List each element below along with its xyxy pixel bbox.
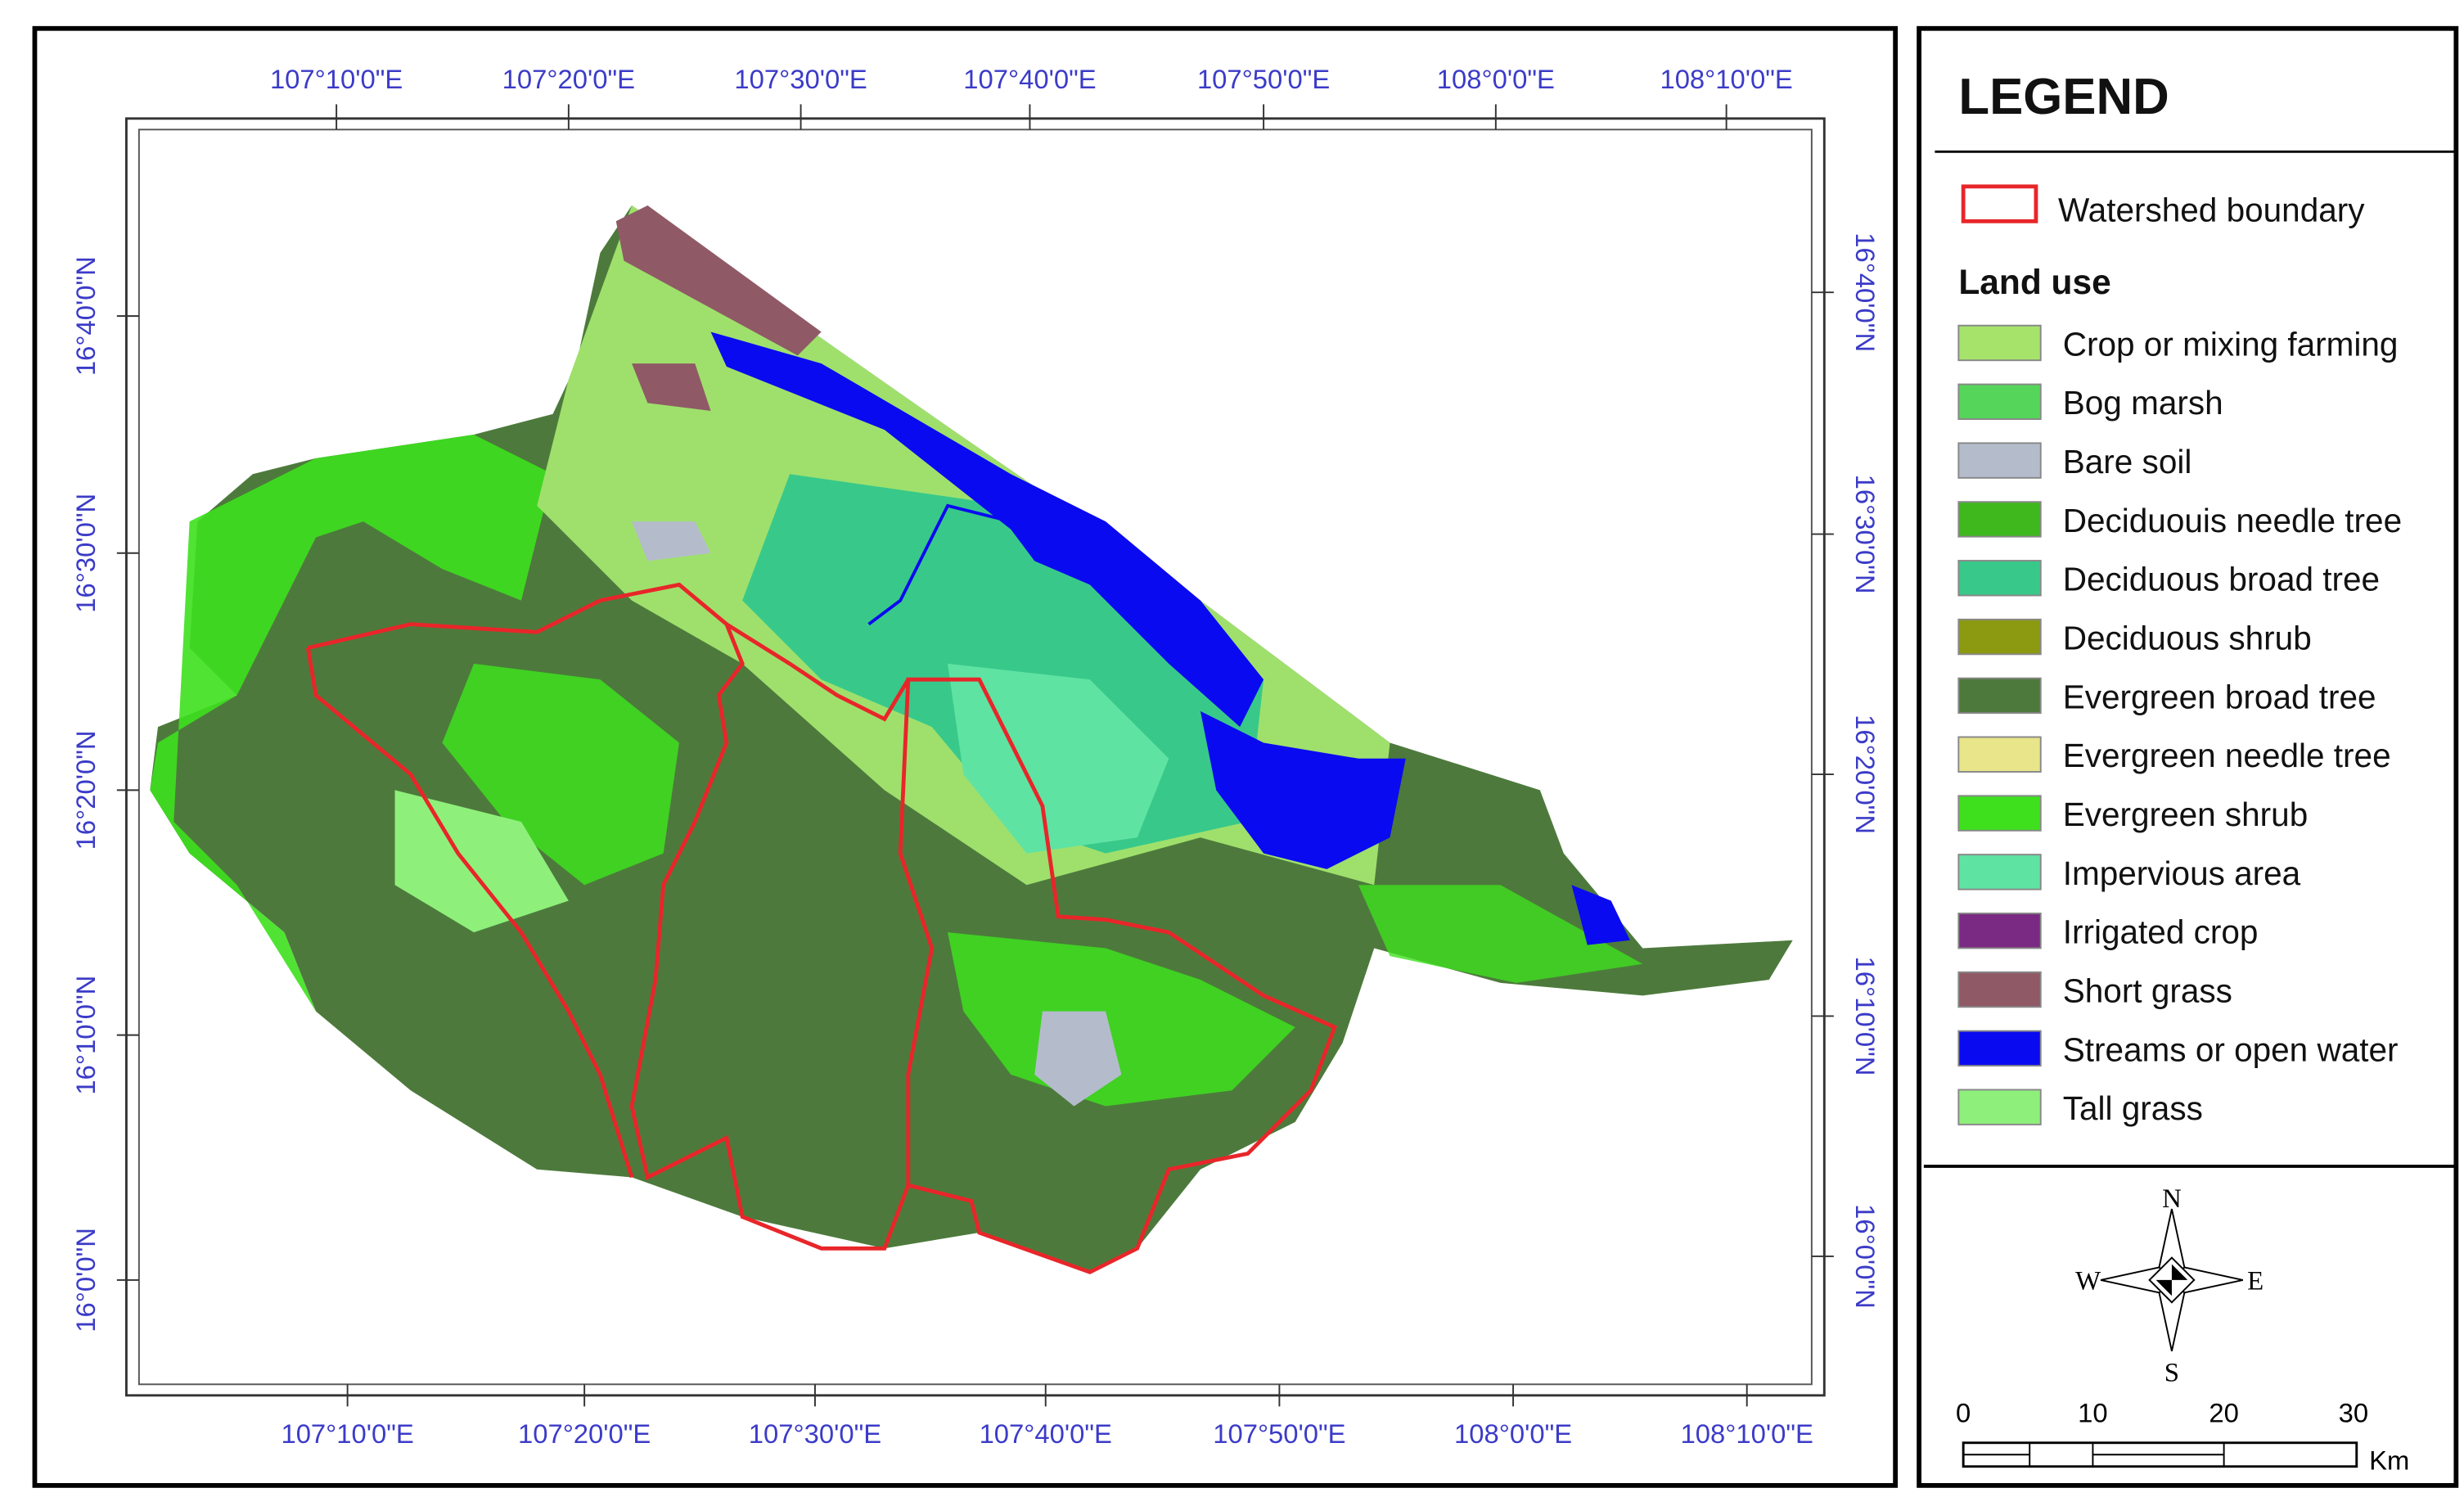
lon-label: 108°0'0"E	[1437, 64, 1555, 94]
scale-unit: Km	[2369, 1445, 2409, 1476]
region-shrub	[442, 663, 679, 886]
legend-swatch	[1957, 971, 2042, 1008]
lon-label: 107°50'0"E	[1213, 1418, 1345, 1449]
legend-swatch	[1957, 560, 2042, 597]
lat-label: 16°20'0"N	[70, 730, 101, 850]
legend-label: Evergreen needle tree	[2063, 737, 2391, 774]
legend-swatch	[1957, 324, 2042, 362]
watershed-boundary	[725, 622, 910, 722]
region-water	[1200, 710, 1406, 869]
region-short-grass	[632, 363, 711, 411]
region-water	[1571, 885, 1630, 945]
legend-title: LEGEND	[1958, 69, 2169, 125]
lat-label: 16°10'0"N	[70, 976, 101, 1095]
lon-label: 107°50'0"E	[1197, 64, 1330, 94]
region-short-grass	[615, 205, 822, 356]
region-bare	[632, 521, 711, 561]
legend-label: Watershed boundary	[2058, 191, 2365, 228]
legend-label: Bare soil	[2063, 443, 2192, 480]
legend-swatch	[1957, 618, 2042, 656]
compass-e: E	[2247, 1266, 2264, 1296]
legend-swatch	[1957, 1030, 2042, 1067]
lat-label: 16°40'0"N	[70, 256, 101, 376]
scale-label: 20	[2209, 1398, 2238, 1428]
legend-label: Crop or mixing farming	[2063, 325, 2399, 363]
region-impervious	[948, 663, 1169, 854]
scale-bar: Km 0 10 20 30	[1956, 1398, 2409, 1476]
lon-label: 108°10'0"E	[1681, 1418, 1813, 1449]
neatline	[124, 117, 1826, 1397]
legend-label: Impervious area	[2063, 854, 2301, 892]
compass-n: N	[2162, 1184, 2182, 1214]
legend-label: Evergreen broad tree	[2063, 678, 2376, 715]
land-area	[150, 205, 1793, 1274]
lat-label: 16°40'0"N	[1850, 232, 1881, 352]
lat-label: 16°20'0"N	[1850, 715, 1881, 834]
legend-label: Deciduous broad tree	[2063, 561, 2380, 598]
region-shrub	[150, 434, 553, 1012]
river	[867, 503, 1011, 626]
legend-label: Bog marsh	[2063, 384, 2223, 422]
lon-label: 107°20'0"E	[502, 64, 635, 94]
map-frame	[32, 25, 1899, 1488]
lon-label: 107°10'0"E	[281, 1418, 413, 1449]
scale-label: 0	[1956, 1398, 1971, 1428]
legend-section-title: Land use	[1958, 263, 2110, 301]
legend-label: Tall grass	[2063, 1089, 2203, 1127]
legend-swatch	[1957, 383, 2042, 420]
legend-label: Deciduouis needle tree	[2063, 502, 2402, 539]
region-tall-grass	[394, 790, 569, 933]
legend-swatch	[1957, 442, 2042, 479]
region-water	[710, 331, 1264, 728]
lon-label: 107°20'0"E	[518, 1418, 651, 1449]
lon-label: 107°30'0"E	[734, 64, 867, 94]
lat-label: 16°30'0"N	[1850, 475, 1881, 594]
compass-s: S	[2164, 1358, 2179, 1387]
legend-label: Short grass	[2063, 972, 2232, 1009]
lon-label: 107°30'0"E	[749, 1418, 881, 1449]
legend-swatch	[1957, 1089, 2042, 1125]
lat-label: 16°10'0"N	[1850, 957, 1881, 1076]
legend-swatch	[1957, 795, 2042, 832]
scale-label: 10	[2078, 1398, 2107, 1428]
watershed-boundary	[307, 582, 1338, 1274]
legend-label: Streams or open water	[2063, 1030, 2399, 1068]
region-shrub	[948, 932, 1295, 1107]
region-shrub	[1358, 885, 1643, 983]
legend-label: Irrigated crop	[2063, 913, 2259, 951]
lat-label: 16°30'0"N	[70, 494, 101, 613]
legend-panel: LEGEND Watershed boundary Land use N S E…	[1917, 25, 2459, 1488]
region-bare	[1034, 1011, 1122, 1107]
lon-label: 107°40'0"E	[980, 1418, 1112, 1449]
legend-swatch	[1957, 501, 2042, 538]
lon-label: 108°10'0"E	[1660, 64, 1792, 94]
scale-label: 30	[2339, 1398, 2368, 1428]
compass: N S E W	[2075, 1184, 2264, 1387]
legend-frame	[1917, 25, 2459, 1488]
legend-swatch	[1957, 854, 2042, 891]
lat-label: 16°0'0"N	[1850, 1204, 1881, 1309]
lon-label: 107°40'0"E	[963, 64, 1096, 94]
legend-swatch	[1961, 184, 2038, 223]
compass-w: W	[2075, 1266, 2101, 1296]
legend-swatch	[1957, 677, 2042, 715]
lon-label: 107°10'0"E	[270, 64, 403, 94]
lat-label: 16°0'0"N	[70, 1228, 101, 1332]
legend-label: Deciduous shrub	[2063, 620, 2312, 657]
lon-label: 108°0'0"E	[1454, 1418, 1572, 1449]
watershed-boundary	[305, 647, 634, 1179]
legend-swatch	[1957, 736, 2042, 773]
inner-neatline	[137, 129, 1813, 1386]
legend-label: Evergreen shrub	[2063, 796, 2308, 833]
legend-swatch	[1957, 913, 2042, 949]
